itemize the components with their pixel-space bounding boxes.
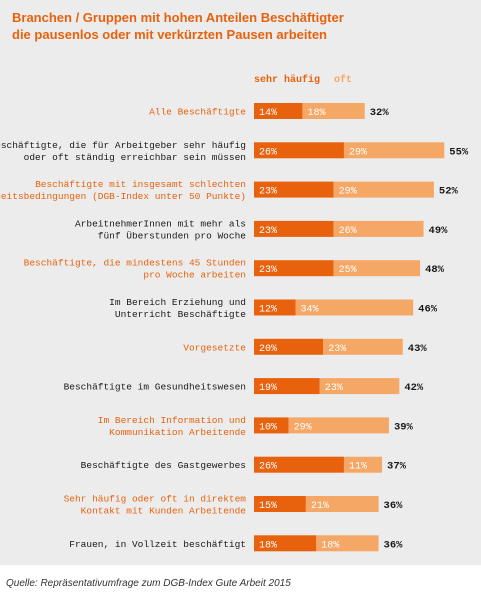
- bar-oft: [333, 181, 434, 198]
- bar-sehr-haeufig: [254, 299, 296, 316]
- legend-oft: oft: [334, 75, 353, 86]
- chart-title-line-1: Branchen / Gruppen mit hohen Anteilen Be…: [12, 10, 344, 25]
- total-label: 39%: [394, 421, 414, 433]
- value-label-oft: 23%: [325, 383, 343, 394]
- value-label-sehr-haeufig: 18%: [259, 540, 277, 551]
- category-label: Vorgesetzte: [183, 342, 246, 353]
- value-label-sehr-haeufig: 23%: [259, 187, 277, 198]
- category-label: Beschäftigte im Gesundheitswesen: [64, 382, 246, 393]
- category-label: ArbeitnehmerInnen mit mehr als: [75, 218, 246, 229]
- value-label-sehr-haeufig: 23%: [259, 265, 277, 276]
- category-label: Beschäftigte des Gastgewerbes: [81, 460, 246, 471]
- value-label-oft: 11%: [349, 462, 367, 473]
- bar-sehr-haeufig: [254, 535, 317, 552]
- category-label: Kommunikation Arbeitende: [109, 427, 246, 438]
- total-label: 49%: [429, 225, 449, 237]
- source-note: Quelle: Repräsentativumfrage zum DGB-Ind…: [6, 578, 291, 589]
- total-label: 36%: [384, 539, 404, 551]
- bar-oft: [343, 142, 445, 159]
- total-label: 36%: [384, 500, 404, 512]
- total-label: 48%: [425, 264, 445, 276]
- total-label: 52%: [439, 186, 459, 198]
- legend-sehr-haeufig: sehr häufig: [254, 75, 321, 86]
- value-label-sehr-haeufig: 14%: [259, 108, 277, 119]
- bar-oft: [319, 378, 400, 395]
- stacked-bar-chart: Alle Beschäftigte 14% 18% 32% Beschäftigte, …: [0, 103, 469, 552]
- bar-sehr-haeufig: [254, 456, 344, 473]
- bar-oft: [302, 103, 365, 119]
- chart-panel: [0, 0, 481, 565]
- value-label-sehr-haeufig: 15%: [259, 501, 277, 512]
- bar-sehr-haeufig: [254, 260, 334, 277]
- bar-sehr-haeufig: [254, 496, 306, 512]
- total-label: 46%: [418, 304, 438, 316]
- value-label-oft: 29%: [349, 147, 367, 158]
- value-label-oft: 29%: [339, 187, 357, 198]
- total-label: 37%: [387, 461, 407, 473]
- total-label: 55%: [449, 146, 469, 158]
- category-label: Beschäftigte, die mindestens 45 Stunden: [24, 258, 246, 269]
- bar-sehr-haeufig: [254, 142, 344, 159]
- value-label-sehr-haeufig: 23%: [259, 226, 277, 237]
- bar-oft: [316, 535, 379, 552]
- total-label: 43%: [408, 343, 428, 355]
- value-label-sehr-haeufig: 20%: [259, 344, 277, 355]
- value-label-sehr-haeufig: 26%: [259, 462, 277, 473]
- total-label: 42%: [404, 382, 424, 394]
- value-label-oft: 29%: [294, 422, 312, 433]
- value-label-oft: 21%: [311, 501, 329, 512]
- bar-oft: [323, 338, 403, 355]
- bar-sehr-haeufig: [254, 220, 334, 237]
- bar-sehr-haeufig: [254, 378, 320, 395]
- value-label-oft: 26%: [339, 226, 357, 237]
- value-label-oft: 18%: [321, 540, 339, 551]
- value-label-sehr-haeufig: 12%: [259, 305, 277, 316]
- category-label: Beschäftigte mit insgesamt schlechten: [35, 179, 246, 190]
- category-label: Beschäftigte, die für Arbeitgeber sehr h…: [0, 140, 246, 151]
- value-label-oft: 25%: [339, 265, 357, 276]
- value-label-oft: 18%: [307, 108, 325, 119]
- category-label: Frauen, in Vollzeit beschäftigt: [69, 539, 246, 550]
- category-label: Sehr häufig oder oft in direktem: [64, 494, 247, 505]
- total-label: 32%: [370, 107, 390, 119]
- chart-title-line-2: die pausenlos oder mit verkürzten Pausen…: [12, 27, 327, 42]
- bar-oft: [288, 417, 389, 434]
- bar-sehr-haeufig: [254, 181, 334, 198]
- value-label-sehr-haeufig: 10%: [259, 422, 277, 433]
- bar-oft: [343, 456, 383, 473]
- bar-oft: [295, 299, 414, 316]
- bar-oft: [305, 496, 379, 512]
- category-label: Kontakt mit Kunden Arbeitende: [81, 506, 247, 517]
- bar-oft: [333, 260, 421, 277]
- category-label: Im Bereich Information und: [98, 415, 246, 426]
- category-label: Arbeitsbedingungen (DGB-Index unter 50 P…: [0, 191, 246, 202]
- bar-sehr-haeufig: [254, 417, 289, 434]
- category-label: pro Woche arbeiten: [143, 270, 246, 281]
- value-label-oft: 23%: [328, 344, 346, 355]
- value-label-oft: 34%: [301, 305, 319, 316]
- category-label: Unterricht Beschäftigte: [115, 309, 246, 320]
- bar-oft: [333, 220, 424, 237]
- value-label-sehr-haeufig: 19%: [259, 383, 277, 394]
- category-label: oder oft ständig erreichbar sein müssen: [24, 152, 246, 163]
- value-label-sehr-haeufig: 26%: [259, 147, 277, 158]
- bar-sehr-haeufig: [254, 103, 303, 119]
- category-label: fünf Überstunden pro Woche: [98, 230, 247, 241]
- category-label: Alle Beschäftigte: [149, 107, 246, 118]
- chart-title: Branchen / Gruppen mit hohen Anteilen Be…: [12, 9, 472, 43]
- bar-sehr-haeufig: [254, 338, 324, 355]
- category-label: Im Bereich Erziehung und: [109, 297, 246, 308]
